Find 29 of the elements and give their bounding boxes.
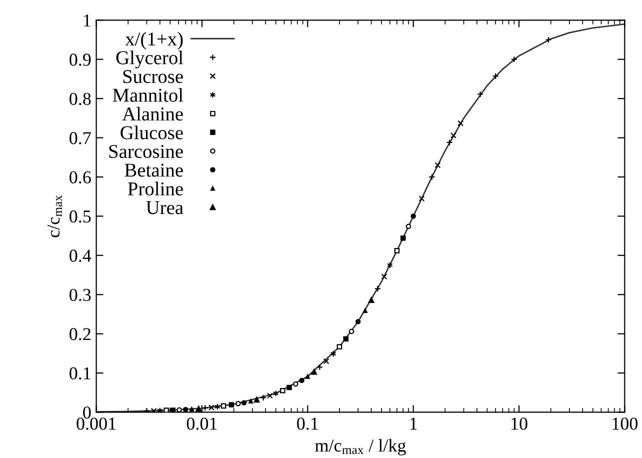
x-tick-label: 0.001 <box>76 418 116 430</box>
y-tick-label: 0.5 <box>70 210 91 223</box>
legend-label: Betaine <box>124 164 183 177</box>
y-tick-label: 0.8 <box>70 92 91 106</box>
x-axis-title: m/c$_{max}$ / l/kg <box>315 438 406 456</box>
y-axis-title: c/c$_{max}$ <box>48 195 62 238</box>
legend-label: Sucrose <box>123 70 183 84</box>
x-tick-label: 1 <box>410 418 417 430</box>
y-tick-label: 1 <box>84 14 90 26</box>
legend-label: Alanine <box>122 106 183 121</box>
x-tick-label: 0.01 <box>186 418 217 430</box>
y-tick-label: 0.9 <box>70 54 91 66</box>
y-tick-label: 0.3 <box>70 288 91 302</box>
y-tick-label: 0.6 <box>70 171 91 184</box>
legend-label: Glycerol <box>116 50 184 68</box>
y-tick-label: 0.1 <box>70 367 90 380</box>
x-tick-label: 0.1 <box>297 418 318 430</box>
legend-label: Urea <box>146 201 184 214</box>
legend-label: Glucose <box>120 126 183 140</box>
legend-label: Proline <box>128 182 183 196</box>
y-tick-label: 0.2 <box>70 328 90 340</box>
x-tick-label: 100 <box>612 418 638 430</box>
legend-label: Sarcosine <box>109 144 183 158</box>
y-tick-label: 0.4 <box>70 250 92 262</box>
y-tick-label: 0.7 <box>70 132 91 144</box>
x-tick-label: 10 <box>512 418 528 430</box>
legend-label: x/(1+x) <box>125 32 183 50</box>
y-tick-label: 0 <box>83 406 91 419</box>
legend-label: Mannitol <box>112 88 184 102</box>
